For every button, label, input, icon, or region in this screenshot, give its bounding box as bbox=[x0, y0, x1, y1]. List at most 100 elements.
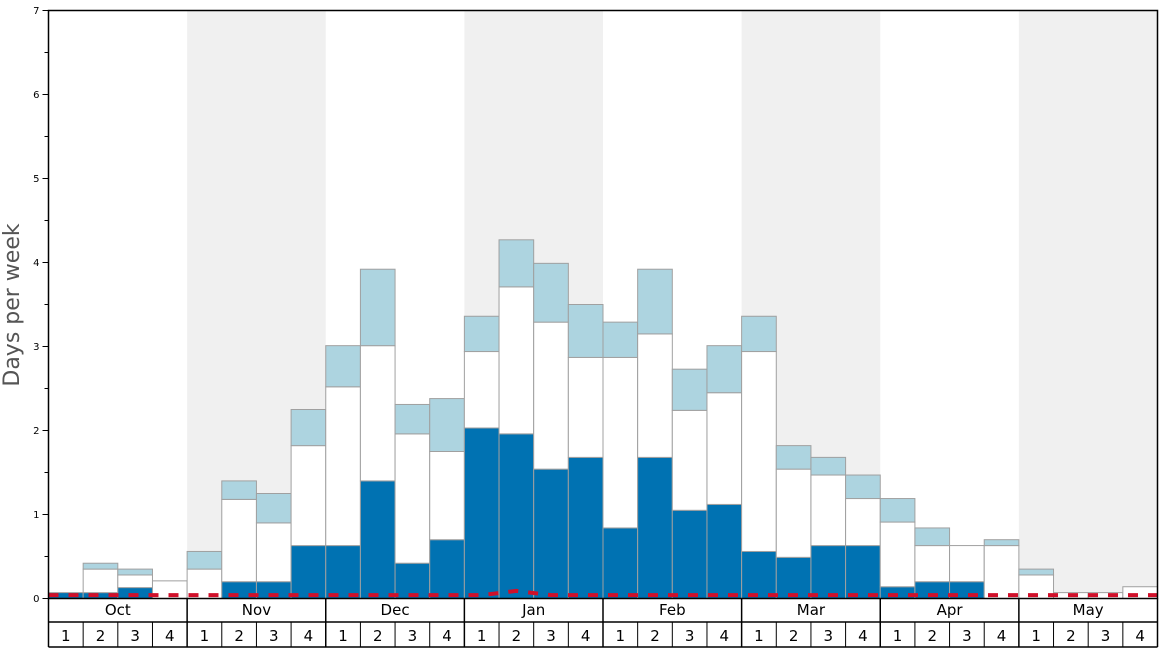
week-label: 1 bbox=[200, 627, 210, 645]
week-label: 3 bbox=[546, 627, 556, 645]
week-label: 4 bbox=[858, 627, 868, 645]
month-label-oct: Oct bbox=[105, 601, 131, 619]
month-label-dec: Dec bbox=[381, 601, 410, 619]
bar-light-segment bbox=[221, 480, 257, 500]
week-label: 3 bbox=[1101, 627, 1111, 645]
week-label: 2 bbox=[1066, 627, 1076, 645]
bar-dark-segment bbox=[775, 556, 812, 600]
bar-dark-segment bbox=[498, 433, 535, 599]
plot-frame bbox=[47, 9, 1159, 600]
bar-light-segment bbox=[533, 262, 569, 323]
week-label: 4 bbox=[720, 627, 730, 645]
week-label: 2 bbox=[512, 627, 522, 645]
week-label: 4 bbox=[165, 627, 175, 645]
week-label: 4 bbox=[581, 627, 591, 645]
bar-dark-segment bbox=[325, 545, 361, 600]
bar-mid-segment bbox=[983, 545, 1020, 600]
bar-dark-segment bbox=[463, 427, 500, 600]
bar-mid-segment bbox=[82, 568, 119, 594]
week-label: 3 bbox=[962, 627, 972, 645]
week-label: 1 bbox=[754, 627, 764, 645]
bar-mid-segment bbox=[533, 321, 569, 470]
week-label: 2 bbox=[373, 627, 383, 645]
bar-mid-segment bbox=[637, 333, 673, 458]
week-label: 2 bbox=[96, 627, 106, 645]
bar-light-segment bbox=[429, 398, 465, 452]
week-label: 1 bbox=[338, 627, 348, 645]
bar-dark-segment bbox=[533, 468, 569, 600]
week-label: 2 bbox=[650, 627, 660, 645]
month-label-feb: Feb bbox=[659, 601, 686, 619]
bar-dark-segment bbox=[741, 550, 777, 600]
bar-light-segment bbox=[567, 304, 604, 358]
y-axis: 0 1 2 3 4 5 6 7 bbox=[33, 6, 49, 605]
week-label: 1 bbox=[1031, 627, 1041, 645]
week-label: 2 bbox=[789, 627, 799, 645]
bar-mid-segment bbox=[394, 433, 431, 564]
x-axis: Oct 1 2 3 4 Nov 1 2 3 4 Dec 1 2 3 4 Jan 1 2 3 4 Feb 1 2 3 4 Mar 1 2… bbox=[47, 598, 1159, 648]
week-label: 1 bbox=[477, 627, 487, 645]
y-tick-label: 6 bbox=[33, 90, 39, 101]
bar-mid-segment bbox=[429, 451, 465, 541]
bar-mid-segment bbox=[741, 351, 777, 552]
bar-mid-segment bbox=[706, 392, 743, 505]
bar-light-segment bbox=[359, 268, 396, 347]
week-label: 3 bbox=[408, 627, 418, 645]
bar-dark-segment bbox=[671, 509, 708, 599]
bar-light-segment bbox=[255, 493, 292, 524]
bar-mid-segment bbox=[567, 356, 604, 458]
bar-dark-segment bbox=[637, 456, 673, 599]
bar-light-segment bbox=[498, 239, 535, 288]
bar-dark-segment bbox=[845, 545, 881, 600]
bar-light-segment bbox=[290, 409, 327, 447]
week-label: 2 bbox=[927, 627, 937, 645]
bar-mid-segment bbox=[775, 468, 812, 558]
month-label-apr: Apr bbox=[937, 601, 964, 619]
bar-mid-segment bbox=[914, 545, 951, 583]
bar-mid-segment bbox=[879, 521, 916, 588]
week-label: 2 bbox=[234, 627, 244, 645]
bar-mid-segment bbox=[221, 498, 257, 583]
bar-mid-segment bbox=[949, 545, 985, 583]
month-label-nov: Nov bbox=[242, 601, 271, 619]
bar-mid-segment bbox=[602, 356, 639, 529]
bar-light-segment bbox=[879, 498, 916, 523]
week-label: 1 bbox=[893, 627, 903, 645]
week-label: 4 bbox=[442, 627, 452, 645]
week-label: 4 bbox=[1135, 627, 1145, 645]
bar-light-segment bbox=[741, 315, 777, 353]
bar-mid-segment bbox=[255, 522, 292, 583]
bar-light-segment bbox=[1018, 568, 1055, 576]
y-tick-label: 5 bbox=[33, 174, 39, 185]
bar-mid-segment bbox=[810, 474, 847, 547]
bar-light-segment bbox=[117, 568, 153, 576]
bar-mid-segment bbox=[359, 345, 396, 482]
month-label-may: May bbox=[1073, 601, 1104, 619]
y-tick-label: 2 bbox=[33, 426, 39, 437]
y-tick-label: 4 bbox=[33, 258, 39, 269]
week-label: 1 bbox=[616, 627, 626, 645]
week-label: 3 bbox=[823, 627, 833, 645]
bar-dark-segment bbox=[290, 545, 327, 600]
y-tick-label: 1 bbox=[33, 510, 39, 521]
bar-mid-segment bbox=[671, 409, 708, 511]
bar-mid-segment bbox=[117, 574, 153, 589]
week-label: 4 bbox=[304, 627, 314, 645]
month-shade-may bbox=[1018, 10, 1158, 599]
bar-light-segment bbox=[325, 345, 361, 388]
bar-mid-segment bbox=[498, 286, 535, 435]
bar-light-segment bbox=[775, 445, 812, 470]
bar-dark-segment bbox=[706, 503, 743, 600]
bar-mid-segment bbox=[463, 351, 500, 429]
bar-series bbox=[48, 239, 1158, 600]
bar-light-segment bbox=[671, 368, 708, 411]
bar-light-segment bbox=[845, 474, 881, 500]
bar-light-segment bbox=[637, 268, 673, 335]
y-tick-label: 7 bbox=[33, 6, 39, 17]
y-tick-label: 0 bbox=[33, 594, 39, 605]
bar-dark-segment bbox=[602, 527, 639, 599]
bar-light-segment bbox=[810, 456, 847, 476]
bar-light-segment bbox=[186, 550, 223, 570]
bar-mid-segment bbox=[290, 445, 327, 547]
